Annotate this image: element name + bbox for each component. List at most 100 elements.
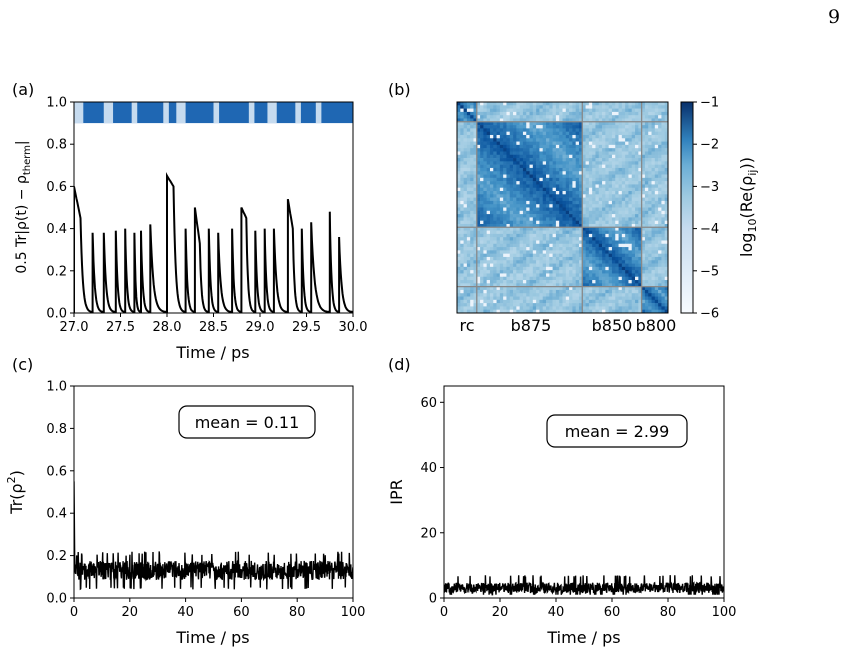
heatmap-cell — [470, 260, 474, 264]
heatmap-cell — [592, 270, 596, 274]
heatmap-cell — [499, 197, 504, 202]
mean-annotation: mean = 0.11 — [195, 413, 300, 432]
heatmap-cell — [569, 144, 573, 149]
heatmap-cell — [611, 263, 616, 268]
heatmap-cell — [562, 299, 567, 304]
heatmap-cell — [588, 184, 593, 189]
heatmap-cell — [582, 280, 586, 284]
heatmap-cell — [470, 177, 474, 182]
heatmap-cell — [457, 161, 461, 165]
heatmap-cell — [611, 230, 616, 235]
heatmap-cell — [595, 273, 600, 278]
heatmap-cell — [489, 134, 494, 139]
heatmap-cell — [513, 134, 517, 139]
heatmap-cell — [654, 200, 659, 205]
heatmap-cell — [651, 161, 656, 165]
heatmap-cell — [608, 141, 613, 146]
heatmap-cell — [651, 243, 656, 248]
heatmap-cell — [635, 296, 639, 301]
heatmap-cell — [555, 233, 560, 238]
heatmap-cell — [542, 306, 547, 311]
heatmap-cell — [592, 134, 596, 139]
heatmap-cell — [658, 105, 662, 109]
heatmap-cell — [644, 207, 649, 212]
heatmap-cell — [615, 118, 619, 123]
heatmap-frame — [456, 101, 669, 314]
heatmap-cell — [654, 161, 659, 165]
heatmap-cell — [615, 293, 619, 297]
heatmap-cell — [562, 197, 567, 202]
heatmap-cell — [585, 263, 590, 268]
heatmap-cell — [625, 286, 629, 291]
heatmap-cell — [559, 260, 563, 264]
heatmap-cell — [539, 164, 544, 169]
heatmap-cell — [598, 138, 603, 142]
heatmap-cell — [546, 233, 550, 238]
heatmap-cell — [644, 118, 649, 123]
heatmap-cell — [585, 247, 590, 251]
heatmap-cell — [654, 148, 659, 152]
heatmap-cell — [470, 191, 474, 195]
heatmap-cell — [595, 247, 600, 251]
heatmap-cell — [506, 125, 511, 129]
heatmap-cell — [506, 128, 511, 132]
heatmap-cell — [592, 102, 596, 106]
heatmap-cell — [499, 148, 504, 152]
heatmap-cell — [592, 148, 596, 152]
heatmap-cell — [641, 102, 646, 106]
heatmap-cell — [602, 299, 606, 304]
heatmap-cell — [470, 220, 474, 225]
heatmap-cell — [631, 280, 636, 284]
heatmap-cell — [466, 296, 471, 301]
heatmap-cell — [513, 296, 517, 301]
heatmap-cell — [559, 191, 563, 195]
heatmap-cell — [635, 191, 639, 195]
heatmap-cell — [651, 260, 656, 264]
heatmap-cell — [608, 263, 613, 268]
heatmap-cell — [602, 128, 606, 132]
heatmap-cell — [509, 237, 514, 241]
heatmap-cell — [661, 200, 666, 205]
heatmap-cell — [578, 138, 583, 142]
heatmap-cell — [529, 108, 534, 113]
heatmap-cell — [578, 134, 583, 139]
heatmap-cell — [519, 243, 524, 248]
heatmap-cell — [644, 158, 649, 162]
heatmap-cell — [513, 230, 517, 235]
heatmap-cell — [588, 154, 593, 159]
heatmap-cell — [555, 217, 560, 221]
heatmap-cell — [499, 306, 504, 311]
heatmap-cell — [546, 197, 550, 202]
heatmap-cell — [522, 184, 527, 189]
heatmap-cell — [658, 200, 662, 205]
heatmap-cell — [592, 276, 596, 281]
heatmap-cell — [658, 102, 662, 106]
heatmap-cell — [493, 293, 497, 297]
heatmap-cell — [654, 253, 659, 258]
heatmap-cell — [572, 303, 576, 307]
heatmap-cell — [562, 191, 567, 195]
heatmap-cell — [493, 138, 497, 142]
heatmap-cell — [509, 270, 514, 274]
heatmap-cell — [592, 220, 596, 225]
heatmap-cell — [562, 184, 567, 189]
heatmap-cell — [542, 197, 547, 202]
heatmap-cell — [631, 247, 636, 251]
heatmap-cell — [473, 289, 478, 294]
heatmap-cell — [559, 309, 563, 314]
heatmap-cell — [559, 115, 563, 119]
heatmap-cell — [661, 247, 666, 251]
heatmap-cell — [483, 167, 487, 172]
heatmap-cell — [664, 309, 669, 314]
heatmap-cell — [503, 197, 507, 202]
heatmap-cell — [483, 115, 487, 119]
heatmap-cell — [516, 102, 520, 106]
heatmap-cell — [546, 158, 550, 162]
heatmap-cell — [648, 144, 652, 149]
heatmap-cell — [618, 260, 623, 264]
heatmap-cell — [565, 247, 570, 251]
heatmap-cell — [463, 125, 468, 129]
heatmap-cell — [526, 296, 530, 301]
heatmap-cell — [641, 158, 646, 162]
heatmap-cell — [536, 240, 540, 245]
